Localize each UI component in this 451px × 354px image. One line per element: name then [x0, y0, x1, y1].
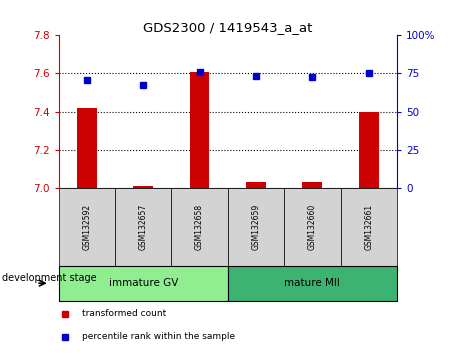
Bar: [59, 266, 228, 301]
Bar: [341, 188, 397, 266]
Text: GSM132660: GSM132660: [308, 204, 317, 250]
Bar: [190, 72, 209, 188]
Text: mature MII: mature MII: [285, 278, 340, 288]
Text: percentile rank within the sample: percentile rank within the sample: [83, 332, 235, 341]
Bar: [228, 188, 284, 266]
Bar: [284, 188, 341, 266]
Bar: [133, 186, 153, 188]
Bar: [77, 108, 97, 188]
Bar: [59, 188, 115, 266]
Bar: [228, 266, 397, 301]
Bar: [115, 188, 171, 266]
Text: GSM132659: GSM132659: [252, 204, 260, 250]
Text: GSM132661: GSM132661: [364, 204, 373, 250]
Bar: [171, 188, 228, 266]
Text: GSM132657: GSM132657: [139, 204, 147, 250]
Bar: [246, 182, 266, 188]
Text: GSM132658: GSM132658: [195, 204, 204, 250]
Title: GDS2300 / 1419543_a_at: GDS2300 / 1419543_a_at: [143, 21, 313, 34]
Text: transformed count: transformed count: [83, 309, 166, 318]
Bar: [303, 182, 322, 188]
Bar: [359, 112, 378, 188]
Text: immature GV: immature GV: [109, 278, 178, 288]
Text: GSM132592: GSM132592: [83, 204, 91, 250]
Text: development stage: development stage: [2, 273, 97, 283]
